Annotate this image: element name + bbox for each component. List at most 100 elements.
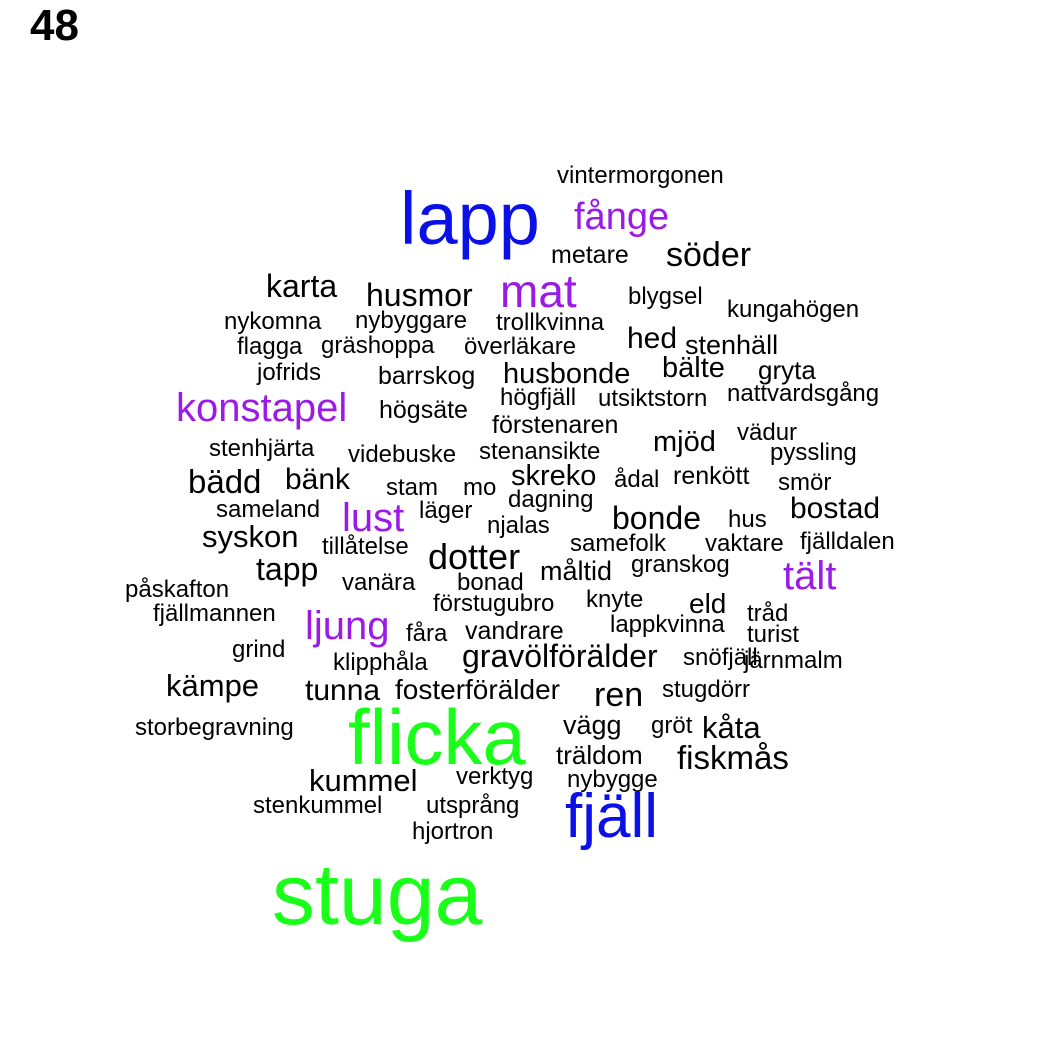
word-högfjäll: högfjäll [500,384,577,411]
word-tält: tält [783,554,837,598]
word-vandrare: vandrare [465,617,564,645]
word-husbonde: husbonde [503,358,631,390]
word-husmor: husmor [366,277,473,313]
word-järnmalm: järnmalm [744,647,843,674]
word-fiskmås: fiskmås [677,739,789,776]
word-lapp: lapp [400,177,540,260]
word-stenansikte: stenansikte [479,438,601,465]
word-stugdörr: stugdörr [662,676,751,703]
word-fånge: fånge [574,196,670,238]
word-bonde: bonde [612,500,701,536]
word-videbuske: videbuske [348,441,457,468]
word-fåra: fåra [406,620,448,647]
word-pyssling: pyssling [770,439,857,466]
word-stam: stam [386,474,439,501]
word-förstugubro: förstugubro [433,590,555,617]
word-nybygge: nybygge [567,766,658,793]
word-snöfjäll: snöfjäll [683,644,758,671]
word-vintermorgonen: vintermorgonen [557,162,724,189]
word-tapp: tapp [256,551,319,587]
word-nykomna: nykomna [224,308,322,335]
word-fosterförälder: fosterförälder [395,674,560,705]
word-hjortron: hjortron [412,818,494,845]
word-syskon: syskon [202,519,299,554]
word-ljung: ljung [305,604,390,648]
word-flagga: flagga [237,333,303,360]
word-gröt: gröt [651,712,693,739]
word-njalas: njalas [487,512,550,539]
word-kåta: kåta [702,710,761,745]
word-gryta: gryta [758,355,816,385]
word-nattvardsgång: nattvardsgång [727,380,880,407]
word-sameland: sameland [216,496,321,523]
word-bänk: bänk [285,463,351,496]
word-lust: lust [342,496,405,540]
word-förstenaren: förstenaren [492,411,619,439]
word-flicka: flicka [348,693,526,781]
word-läger: läger [419,497,473,524]
word-kummel: kummel [309,763,418,798]
word-tråd: tråd [747,600,789,627]
word-dotter: dotter [428,536,521,577]
word-kämpe: kämpe [166,668,260,703]
word-mo: mo [463,474,497,501]
word-söder: söder [666,236,752,274]
word-vädur: vädur [737,419,798,446]
word-metare: metare [551,241,629,269]
word-renkött: renkött [673,462,750,490]
word-utsiktstorn: utsiktstorn [598,385,708,412]
word-måltid: måltid [540,556,613,586]
word-utsprång: utsprång [426,792,520,819]
word-tillåtelse: tillåtelse [322,533,409,560]
word-konstapel: konstapel [176,386,348,430]
word-stenkummel: stenkummel [253,792,383,819]
page-number: 48 [30,1,79,50]
word-samefolk: samefolk [570,530,667,557]
word-granskog: granskog [631,551,730,578]
word-grind: grind [232,636,286,663]
word-dagning: dagning [508,486,594,513]
word-klipphåla: klipphåla [333,649,428,676]
word-eld: eld [689,588,727,619]
word-gräshoppa: gräshoppa [321,332,435,359]
word-högsäte: högsäte [379,396,468,424]
word-karta: karta [266,268,338,304]
word-bädd: bädd [188,463,262,500]
word-bostad: bostad [790,492,881,525]
word-hus: hus [728,506,767,533]
word-nybyggare: nybyggare [355,307,468,334]
word-kungahögen: kungahögen [727,296,860,323]
word-knyte: knyte [586,586,644,613]
word-tunna: tunna [305,674,381,707]
word-påskafton: påskafton [125,576,230,603]
word-verktyg: verktyg [456,763,534,790]
word-stuga: stuga [272,847,483,943]
word-barrskog: barrskog [378,362,476,390]
word-smör: smör [778,469,832,496]
word-träldom: träldom [556,740,643,770]
word-trollkvinna: trollkvinna [496,309,605,336]
word-lappkvinna: lappkvinna [610,611,725,638]
word-blygsel: blygsel [628,283,703,310]
word-gravölförälder: gravölförälder [462,638,658,674]
word-vägg: vägg [563,710,622,740]
word-turist: turist [747,621,800,648]
word-stenhjärta: stenhjärta [209,435,315,462]
word-storbegravning: storbegravning [135,714,294,741]
word-mat: mat [500,265,577,317]
word-skreko: skreko [511,460,597,492]
word-överläkare: överläkare [464,333,577,360]
word-vanära: vanära [342,569,416,596]
word-fjäll: fjäll [565,782,659,851]
word-fjällmannen: fjällmannen [153,600,276,627]
word-ådal: ådal [614,466,660,493]
word-jofrids: jofrids [257,359,322,386]
word-mjöd: mjöd [653,426,716,458]
word-vaktare: vaktare [705,530,784,557]
word-stenhäll: stenhäll [685,330,779,360]
word-hed: hed [627,322,678,355]
word-bälte: bälte [662,352,725,384]
word-ren: ren [594,676,644,714]
word-fjälldalen: fjälldalen [800,528,895,555]
